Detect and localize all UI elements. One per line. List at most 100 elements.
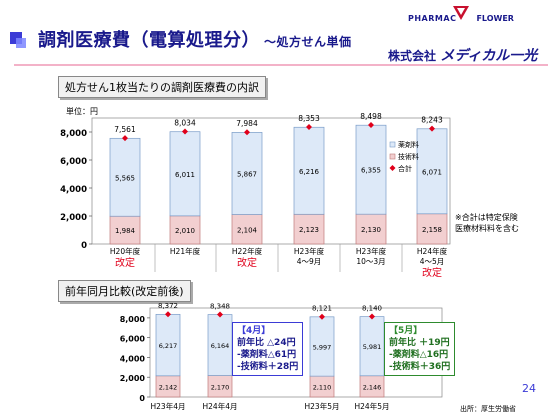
top-total-marker <box>182 128 188 135</box>
top-label-tech: 2,158 <box>422 226 442 234</box>
comparison-april-head: 【4月】 <box>237 326 271 336</box>
logo-text: PHARMAC FLOWER <box>408 14 514 23</box>
bottom-label-drug: 5,997 <box>313 343 332 351</box>
bottom-label-tech: 2,170 <box>211 383 230 391</box>
top-label-drug: 5,867 <box>237 170 257 178</box>
footnote-line-1: ※合計は特定保険 <box>455 213 518 222</box>
top-bar-tech <box>293 213 325 245</box>
logo-pharmacy-text: PHARMAC <box>408 14 457 23</box>
bottom-label-total: 8,121 <box>312 305 332 313</box>
top-label-tech: 2,104 <box>237 226 258 234</box>
bottom-category-label: H24年5月 <box>355 401 390 411</box>
legend-swatch <box>389 153 396 160</box>
title-bullet-icon-accent <box>16 38 26 48</box>
footnote-line-2: 医療材料料を含む <box>455 224 519 233</box>
bottom-label-drug: 6,164 <box>211 342 230 350</box>
top-label-total: 7,561 <box>114 125 136 134</box>
legend-swatch <box>389 141 396 148</box>
top-ytick-label: 2,000 <box>60 213 87 223</box>
company-name: 株式会社 メディカル一光 <box>388 45 537 65</box>
top-total-marker <box>122 135 128 142</box>
top-bar-drug <box>293 126 325 215</box>
top-bar-tech <box>355 213 387 245</box>
top-label-total: 8,034 <box>174 119 196 128</box>
top-total-marker <box>368 122 374 129</box>
bottom-label-tech: 2,146 <box>363 383 382 391</box>
comparison-may-line-2: -薬剤料△16円 <box>389 350 449 360</box>
top-bar-drug <box>416 128 448 215</box>
page-subtitle: ～処方せん単価 <box>264 35 352 49</box>
comparison-april-line-2: -薬剤料△61円 <box>237 350 297 360</box>
comparison-may-line-3: -技術料＋36円 <box>389 362 451 372</box>
bottom-bar-drug <box>309 316 335 377</box>
top-category-label: H24年度 <box>417 246 448 256</box>
top-bar-drug <box>231 132 263 215</box>
top-label-drug: 6,355 <box>361 167 381 175</box>
top-bar-tech <box>109 215 141 245</box>
top-label-drug: 6,071 <box>422 168 442 176</box>
top-category-label: 4～5月 <box>420 257 445 266</box>
top-revision-label: 改定 <box>237 256 257 269</box>
top-label-drug: 6,216 <box>299 168 320 176</box>
comparison-april-line-3: -技術料＋28円 <box>237 362 299 372</box>
legend-swatch <box>389 165 396 171</box>
top-bar-drug <box>169 131 201 217</box>
top-bar-drug <box>355 124 387 215</box>
top-label-total: 7,984 <box>236 119 258 128</box>
section-label-yoy: 前年同月比較(改定前後) <box>58 280 191 302</box>
company-prefix: 株式会社 <box>388 49 437 63</box>
flower-logo-icon <box>453 6 469 20</box>
bottom-label-total: 8,372 <box>158 302 178 310</box>
page-number: 24 <box>522 382 536 395</box>
bottom-label-total: 8,348 <box>210 302 230 310</box>
top-total-marker <box>244 129 250 136</box>
top-ytick-label: 6,000 <box>60 157 87 167</box>
bottom-ytick-label: 4,000 <box>120 354 146 363</box>
comparison-april-line-1: 前年比 △24円 <box>237 338 296 348</box>
bottom-label-drug: 5,981 <box>363 343 382 351</box>
top-ytick-label: 0 <box>81 241 87 251</box>
top-bar-drug <box>109 137 141 217</box>
bottom-ytick-label: 8,000 <box>120 315 146 324</box>
top-category-label: H23年度 <box>356 246 387 256</box>
top-revision-label: 改定 <box>115 256 135 269</box>
bottom-label-tech: 2,110 <box>313 384 332 392</box>
footnote: ※合計は特定保険 医療材料料を含む <box>455 212 519 234</box>
bottom-ytick-label: 0 <box>139 394 145 403</box>
top-total-marker <box>429 125 435 132</box>
top-category-label: H23年度 <box>294 246 325 256</box>
comparison-box-april: 【4月】 前年比 △24円 -薬剤料△61円 -技術料＋28円 <box>232 322 304 376</box>
bottom-bar-drug <box>207 314 233 376</box>
bottom-ytick-label: 6,000 <box>120 335 146 344</box>
top-label-total: 8,353 <box>298 114 320 123</box>
top-total-marker <box>306 124 312 131</box>
top-label-drug: 5,565 <box>115 174 135 182</box>
bottom-total-marker <box>165 311 171 318</box>
bottom-label-tech: 2,142 <box>159 383 178 391</box>
top-category-label: H22年度 <box>232 246 263 256</box>
top-label-tech: 2,010 <box>175 227 195 235</box>
legend-label: 技術料 <box>398 152 419 161</box>
top-label-total: 8,498 <box>360 112 382 121</box>
comparison-may-line-1: 前年比 ＋19円 <box>389 338 450 348</box>
legend-label: 合計 <box>398 164 412 173</box>
source-note: 出所：厚生労働省 <box>460 405 516 413</box>
bottom-category-label: H24年4月 <box>203 401 238 411</box>
top-category-label: H21年度 <box>170 246 201 256</box>
bottom-label-total: 8,140 <box>362 305 382 313</box>
page-title: 調剤医療費（電算処理分） ～処方せん単価 <box>38 26 352 52</box>
bottom-category-label: H23年5月 <box>305 401 340 411</box>
bottom-label-drug: 6,217 <box>159 342 178 350</box>
bottom-total-marker <box>217 311 223 318</box>
bottom-total-marker <box>319 313 325 320</box>
top-bar-tech <box>231 214 263 245</box>
page-title-main: 調剤医療費（電算処理分） <box>38 30 260 51</box>
bottom-bar-drug <box>359 316 385 377</box>
comparison-may-head: 【5月】 <box>389 326 423 336</box>
top-category-label: 4～9月 <box>297 257 322 266</box>
top-ytick-label: 8,000 <box>60 129 87 139</box>
bottom-category-label: H23年4月 <box>151 401 186 411</box>
header-divider <box>14 64 548 66</box>
top-unit-label: 単位：円 <box>66 106 98 116</box>
